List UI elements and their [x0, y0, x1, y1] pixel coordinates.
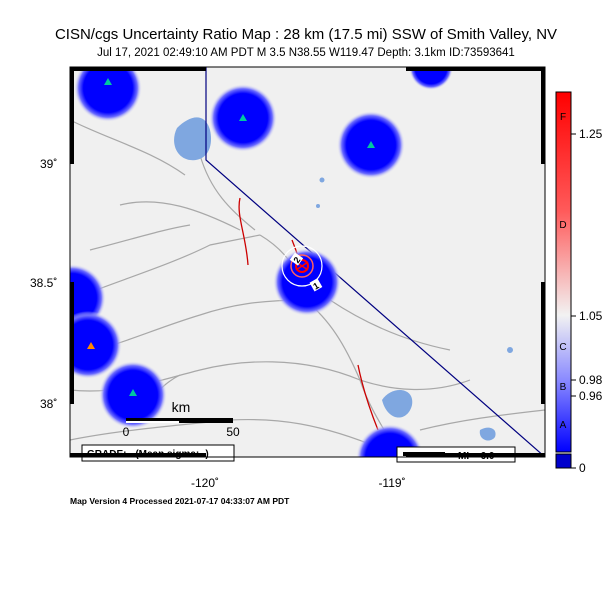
scale-unit: km — [172, 399, 191, 415]
grade-letter: A — [560, 420, 567, 431]
lat-label: 38.5˚ — [30, 276, 57, 290]
colorbar-cap — [555, 453, 572, 469]
colorbar-gradient — [555, 91, 572, 453]
colorbar-value: 0.96 — [579, 389, 603, 403]
colorbar-value: 0.98 — [579, 373, 603, 387]
lat-label: 39˚ — [40, 157, 57, 171]
map-frame — [69, 66, 546, 458]
station-triangle-icon — [239, 114, 247, 121]
scale-end: 50 — [226, 425, 240, 439]
station-blob — [70, 311, 122, 379]
contour-label: 1 — [311, 280, 320, 291]
grade-letter: B — [560, 382, 567, 393]
grade-letter: C — [559, 342, 566, 353]
station-triangle-icon — [129, 389, 137, 396]
state-border — [205, 67, 545, 457]
contour-label: 2 — [291, 255, 302, 265]
colorbar-value: 0 — [579, 461, 586, 475]
scale-bar: km 0 50 — [123, 399, 240, 439]
lon-label: -120˚ — [191, 476, 219, 490]
event-info: Jul 17, 2021 02:49:10 AM PDT M 3.5 N38.5… — [97, 47, 515, 59]
colorbar: 1.25 1.05 0.98 0.96 0 F D C B A — [555, 91, 603, 475]
map-title: CISN/cgs Uncertainty Ratio Map : 28 km (… — [54, 26, 558, 43]
lat-label: 38˚ — [40, 397, 57, 411]
lon-label: -119˚ — [378, 476, 405, 490]
station-triangle-icon — [87, 342, 95, 349]
station-triangle-icon — [104, 78, 112, 85]
station-blob — [74, 67, 142, 122]
station-blob — [273, 248, 341, 316]
station-blob — [409, 67, 453, 90]
grade-letter: F — [560, 112, 566, 123]
station-triangle-icon — [367, 141, 375, 148]
grade-letter: D — [559, 220, 566, 231]
colorbar-value: 1.25 — [579, 127, 603, 141]
colorbar-value: 1.05 — [579, 309, 603, 323]
scale-start: 0 — [123, 425, 130, 439]
station-markers — [87, 78, 375, 396]
map-footer: Map Version 4 Processed 2021-07-17 04:33… — [70, 496, 290, 506]
